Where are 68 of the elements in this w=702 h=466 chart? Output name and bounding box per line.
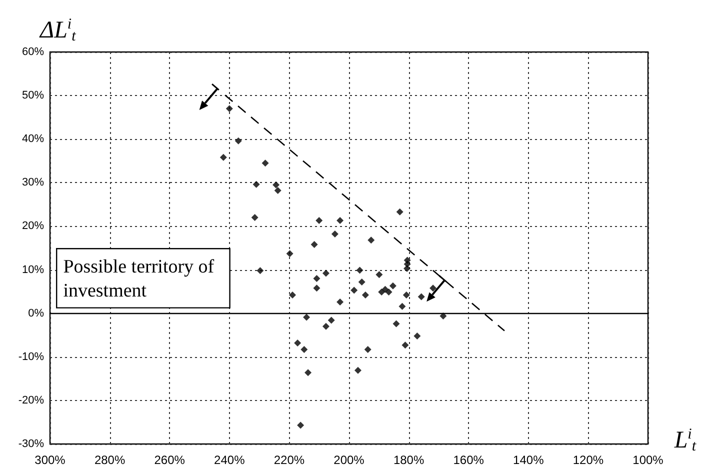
- point: [300, 346, 308, 353]
- y-tick-label: 0%: [28, 307, 44, 320]
- y-tick-label: -10%: [18, 350, 44, 363]
- point: [294, 339, 302, 346]
- point: [418, 293, 425, 300]
- point: [362, 292, 369, 299]
- point: [389, 282, 396, 290]
- point: [402, 292, 410, 299]
- point: [336, 298, 344, 306]
- point: [392, 320, 400, 328]
- point: [358, 278, 366, 286]
- point: [272, 181, 280, 188]
- point: [354, 366, 362, 374]
- point: [310, 241, 318, 248]
- x-tick-label: 120%: [572, 453, 604, 466]
- point: [262, 160, 269, 167]
- x-tick-label: 140%: [513, 453, 544, 466]
- point: [396, 208, 404, 216]
- point: [356, 266, 364, 274]
- point: [430, 284, 437, 292]
- y-tick-label: 30%: [22, 176, 44, 189]
- y-tick-label: 10%: [22, 264, 44, 276]
- point: [220, 154, 227, 161]
- point: [322, 270, 330, 277]
- point: [274, 187, 282, 194]
- x-tick-label: 160%: [453, 453, 484, 466]
- x-tick-label: 100%: [632, 453, 664, 466]
- point: [368, 236, 375, 244]
- x-tick-label: 260%: [154, 453, 186, 466]
- point: [402, 342, 409, 349]
- x-tick-label: 240%: [214, 453, 246, 466]
- point: [286, 250, 294, 258]
- point: [440, 312, 447, 320]
- point: [376, 271, 383, 278]
- point: [414, 332, 421, 340]
- y-tick-label: -20%: [18, 394, 44, 406]
- y-tick-label: -30%: [18, 438, 44, 450]
- point: [303, 314, 310, 321]
- y-tick-label: 40%: [22, 133, 44, 146]
- point: [350, 286, 358, 294]
- point: [304, 369, 312, 376]
- point: [234, 137, 242, 144]
- x-tick-label: 180%: [393, 453, 424, 466]
- point: [398, 302, 406, 310]
- point: [226, 105, 233, 112]
- point: [316, 217, 323, 224]
- x-tick-label: 200%: [334, 453, 365, 466]
- point: [336, 217, 344, 224]
- point: [256, 267, 264, 274]
- annotation: Possible territory of investment: [63, 256, 219, 302]
- x-tick-label: 220%: [274, 453, 305, 466]
- point: [313, 284, 320, 292]
- point: [313, 274, 320, 282]
- y-tick-label: 50%: [22, 90, 44, 102]
- point: [364, 346, 372, 353]
- point: [322, 322, 330, 330]
- point: [331, 230, 338, 238]
- x-tick-label: 280%: [94, 453, 126, 466]
- point: [251, 214, 258, 222]
- y-tick-label: 20%: [22, 220, 44, 232]
- point: [252, 180, 260, 188]
- x-tick-label: 300%: [34, 453, 66, 466]
- y-tick-label: 60%: [22, 46, 44, 58]
- point: [297, 422, 304, 429]
- point: [385, 288, 392, 296]
- point: [288, 292, 296, 299]
- point: [328, 316, 335, 324]
- point: [404, 264, 411, 272]
